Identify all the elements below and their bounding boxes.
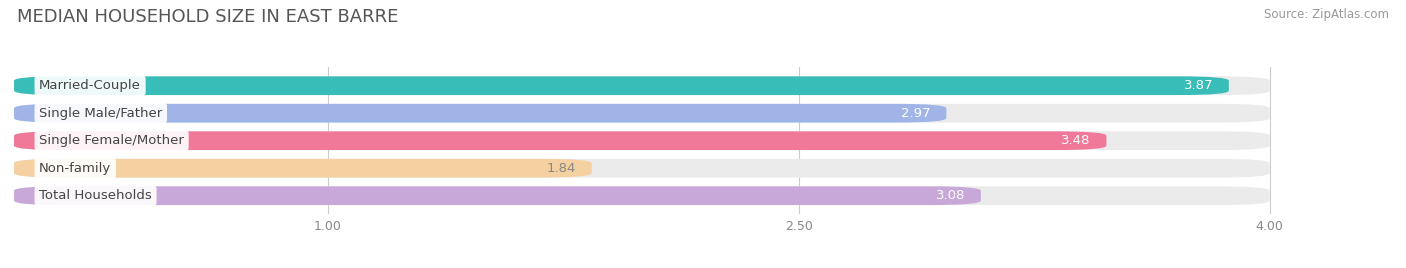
FancyBboxPatch shape (14, 159, 592, 178)
FancyBboxPatch shape (14, 159, 1270, 178)
Text: Non-family: Non-family (39, 162, 111, 175)
Text: 3.08: 3.08 (936, 189, 965, 202)
Text: Married-Couple: Married-Couple (39, 79, 141, 92)
FancyBboxPatch shape (14, 76, 1229, 95)
Text: Total Households: Total Households (39, 189, 152, 202)
Text: 2.97: 2.97 (901, 107, 931, 120)
Text: Single Male/Father: Single Male/Father (39, 107, 163, 120)
FancyBboxPatch shape (14, 131, 1107, 150)
FancyBboxPatch shape (14, 104, 1270, 122)
Text: Single Female/Mother: Single Female/Mother (39, 134, 184, 147)
Text: Source: ZipAtlas.com: Source: ZipAtlas.com (1264, 8, 1389, 21)
FancyBboxPatch shape (14, 186, 1270, 205)
Text: 3.87: 3.87 (1184, 79, 1213, 92)
FancyBboxPatch shape (14, 76, 1270, 95)
Text: 1.84: 1.84 (547, 162, 576, 175)
Text: 3.48: 3.48 (1062, 134, 1091, 147)
FancyBboxPatch shape (14, 186, 981, 205)
FancyBboxPatch shape (14, 104, 946, 122)
FancyBboxPatch shape (14, 131, 1270, 150)
Text: MEDIAN HOUSEHOLD SIZE IN EAST BARRE: MEDIAN HOUSEHOLD SIZE IN EAST BARRE (17, 8, 398, 26)
